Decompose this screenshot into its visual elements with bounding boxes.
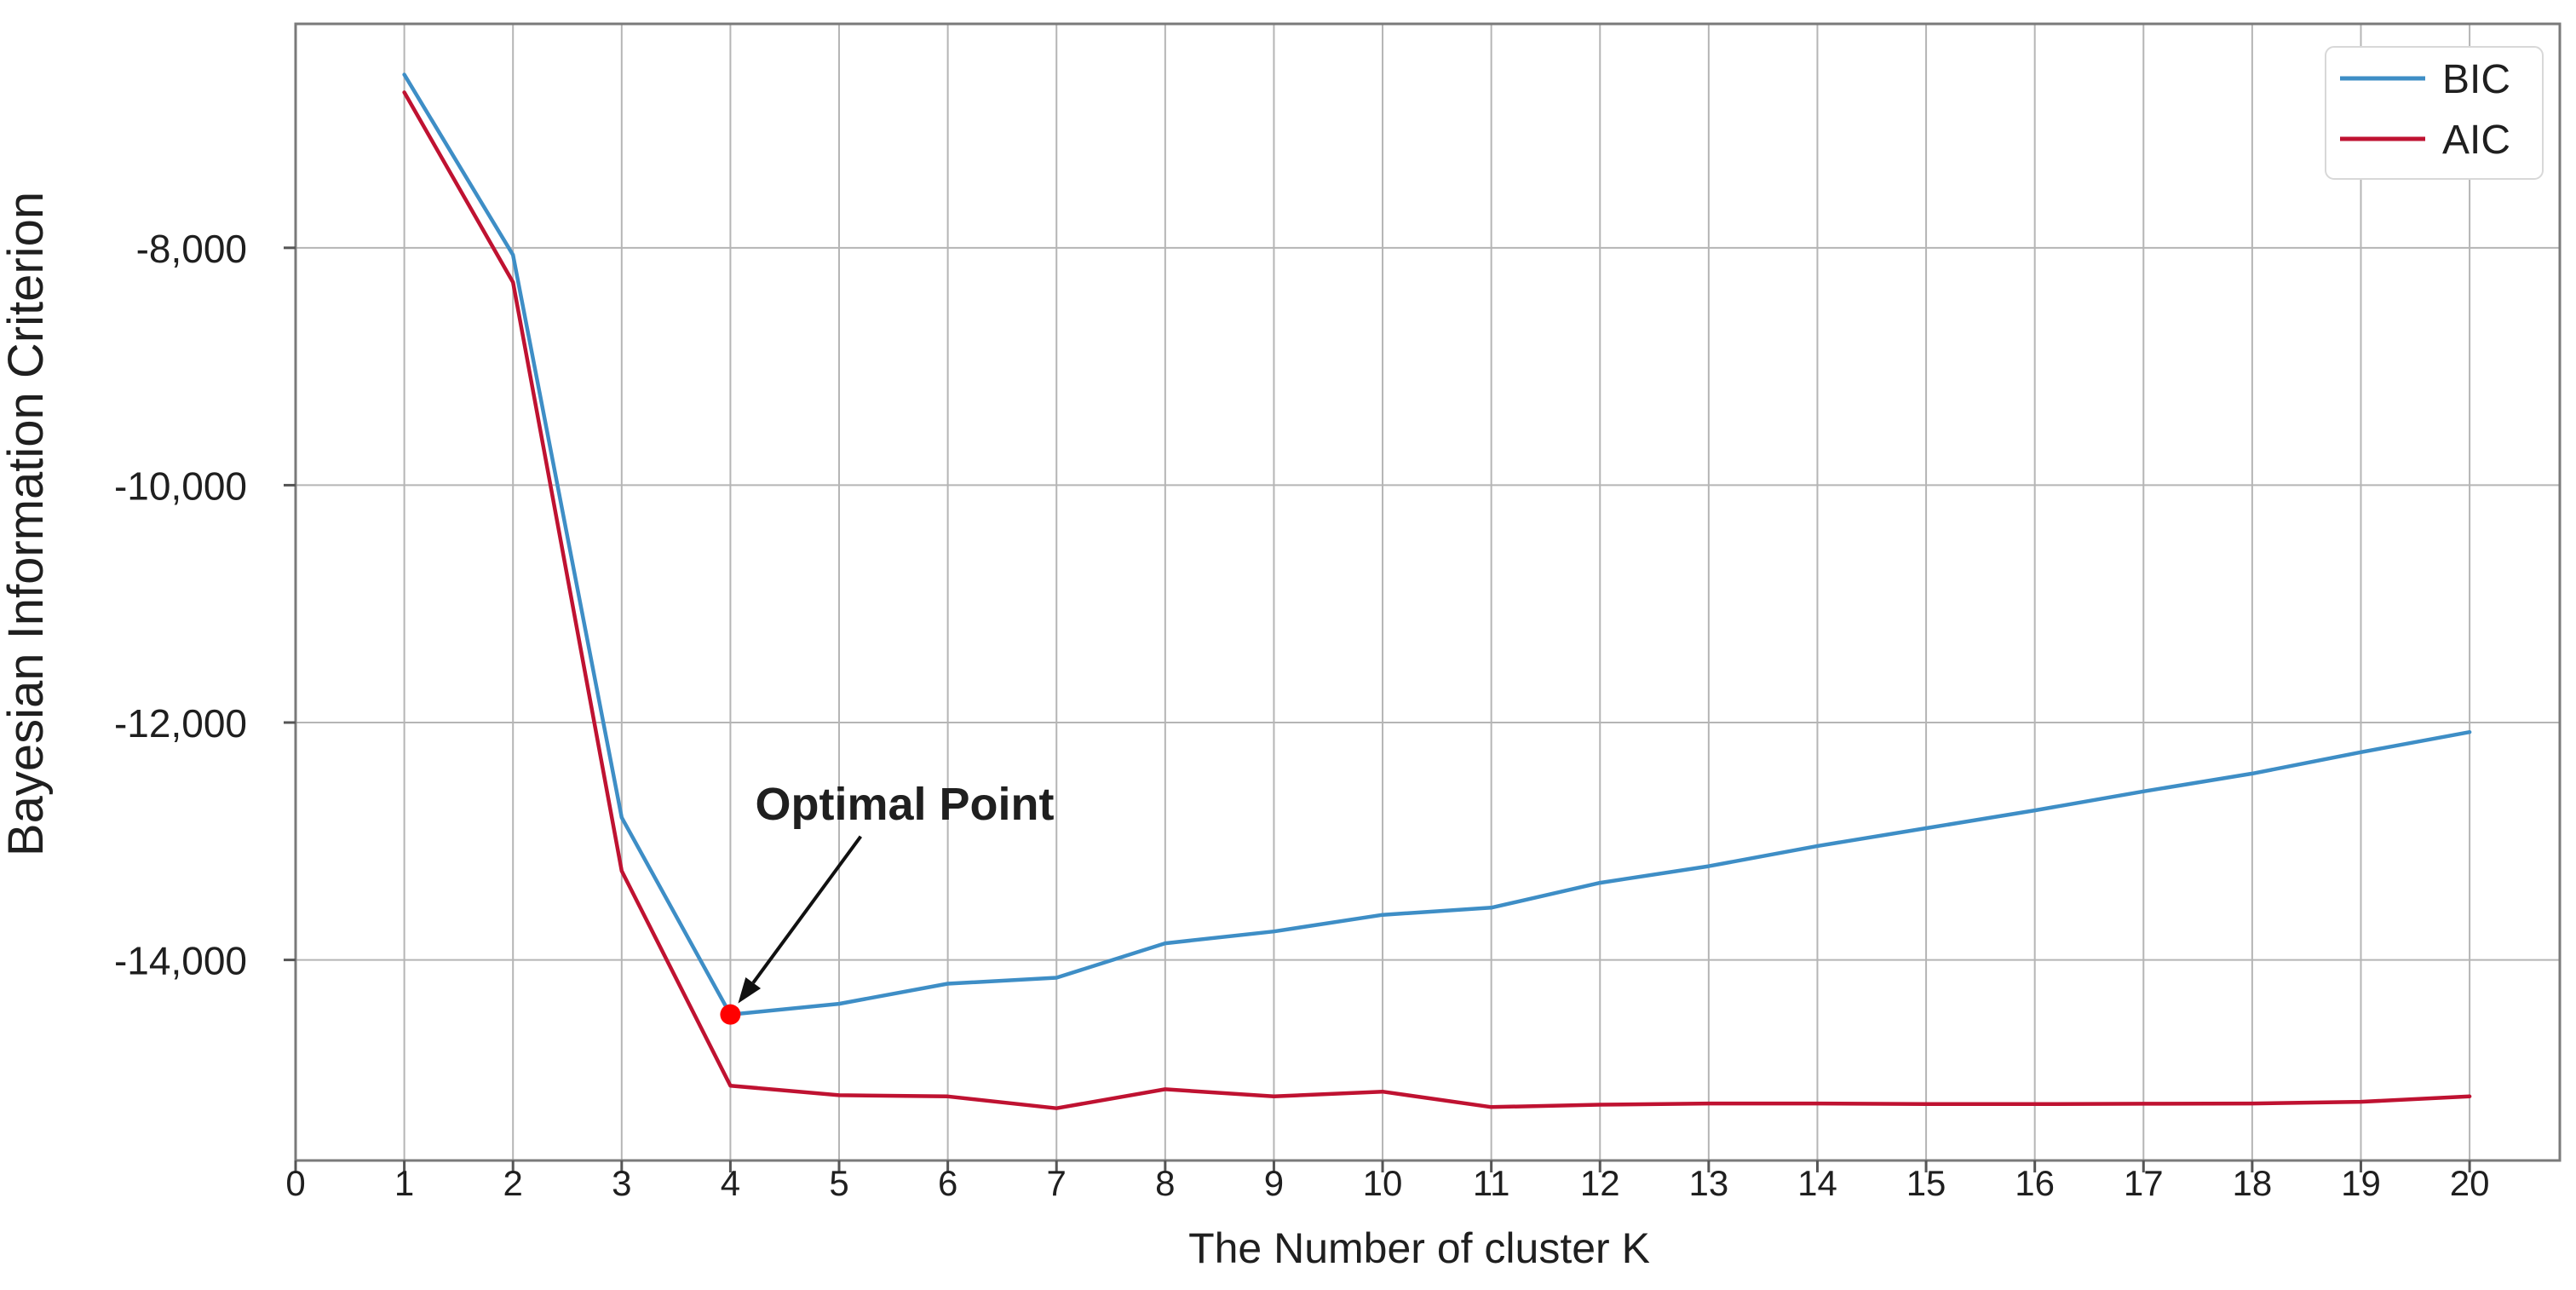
legend-label-aic: AIC [2442, 118, 2510, 163]
x-tick-label: 1 [394, 1163, 414, 1203]
x-tick-label: 12 [1580, 1163, 1620, 1203]
x-tick-label: 0 [285, 1163, 305, 1203]
optimal-point-annotation: Optimal Point [720, 779, 1055, 1025]
x-tick-label: 18 [2233, 1163, 2273, 1203]
x-tick-label: 4 [721, 1163, 740, 1203]
plot-frame [294, 22, 2562, 1162]
y-tick-label: -8,000 [136, 227, 247, 271]
x-tick-label: 11 [1473, 1163, 1510, 1203]
aic-line [402, 90, 2472, 1110]
bic-line [402, 72, 2472, 1016]
y-tick-label: -14,000 [114, 939, 247, 983]
annotation-arrow [751, 835, 863, 984]
axis-tick-marks [284, 246, 2471, 1172]
x-tick-label: 17 [2124, 1163, 2164, 1203]
x-tick-label: 16 [2015, 1163, 2055, 1203]
y-tick-label: -12,000 [114, 701, 247, 746]
x-gridlines [403, 24, 2471, 1160]
y-axis-title: Bayesian Information Criterion [0, 192, 54, 856]
x-axis-title: The Number of cluster K [1188, 1224, 1650, 1272]
x-tick-labels: 0 1 2 3 4 5 6 7 8 9 10 11 12 13 14 15 16 17 18 19 20 [285, 1163, 2489, 1203]
optimal-point-marker [720, 1004, 741, 1025]
x-tick-label: 8 [1155, 1163, 1175, 1203]
annotation-label: Optimal Point [756, 779, 1055, 830]
x-tick-label: 14 [1797, 1163, 1837, 1203]
legend: BIC AIC [2325, 46, 2544, 180]
x-tick-label: 20 [2450, 1163, 2490, 1203]
series-lines [402, 72, 2472, 1110]
x-tick-label: 6 [938, 1163, 957, 1203]
y-tick-label: -10,000 [114, 464, 247, 508]
x-tick-label: 7 [1047, 1163, 1067, 1203]
x-tick-label: 10 [1363, 1163, 1403, 1203]
x-tick-label: 9 [1264, 1163, 1284, 1203]
x-tick-label: 5 [829, 1163, 848, 1203]
x-tick-label: 19 [2341, 1163, 2381, 1203]
y-gridlines [296, 246, 2560, 961]
x-tick-label: 13 [1688, 1163, 1728, 1203]
x-tick-label: 2 [503, 1163, 523, 1203]
x-tick-label: 15 [1906, 1163, 1946, 1203]
y-tick-labels: -8,000 -10,000 -12,000 -14,000 [114, 227, 247, 983]
x-tick-label: 3 [612, 1163, 631, 1203]
legend-label-bic: BIC [2442, 57, 2510, 102]
annotation-arrowhead-icon [738, 976, 762, 1004]
